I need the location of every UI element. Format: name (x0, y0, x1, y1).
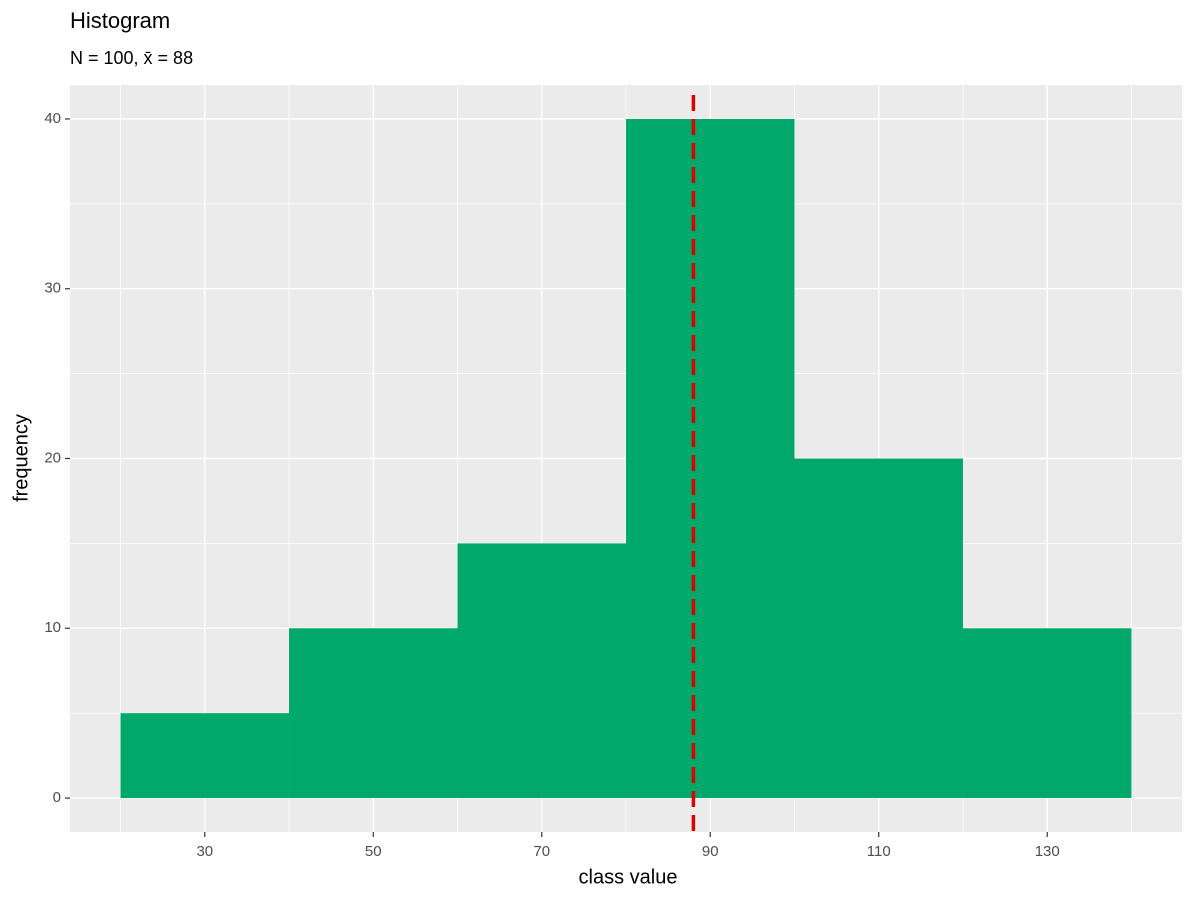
x-tick-label: 130 (1035, 843, 1060, 860)
x-tick-label: 90 (702, 843, 719, 860)
histogram-bar (962, 628, 1132, 799)
x-tick-label: 70 (533, 843, 550, 860)
x-tick-label: 30 (196, 843, 213, 860)
y-tick-label: 0 (53, 789, 61, 806)
histogram-bar (626, 118, 795, 799)
y-tick-label: 20 (44, 449, 61, 466)
y-tick-label: 40 (44, 110, 61, 127)
y-tick-label: 30 (44, 280, 61, 297)
chart-subtitle: N = 100, x̄ = 88 (70, 48, 193, 68)
histogram-bar (289, 628, 458, 799)
histogram-bar (794, 458, 963, 799)
histogram-bar (120, 713, 290, 799)
histogram-bar (457, 543, 626, 799)
x-tick-label: 110 (867, 843, 891, 860)
x-tick-label: 50 (365, 843, 382, 860)
y-axis-label: frequency (10, 414, 32, 502)
chart-title: Histogram (70, 8, 170, 33)
y-tick-label: 10 (44, 619, 61, 636)
x-axis-label: class value (579, 866, 678, 888)
